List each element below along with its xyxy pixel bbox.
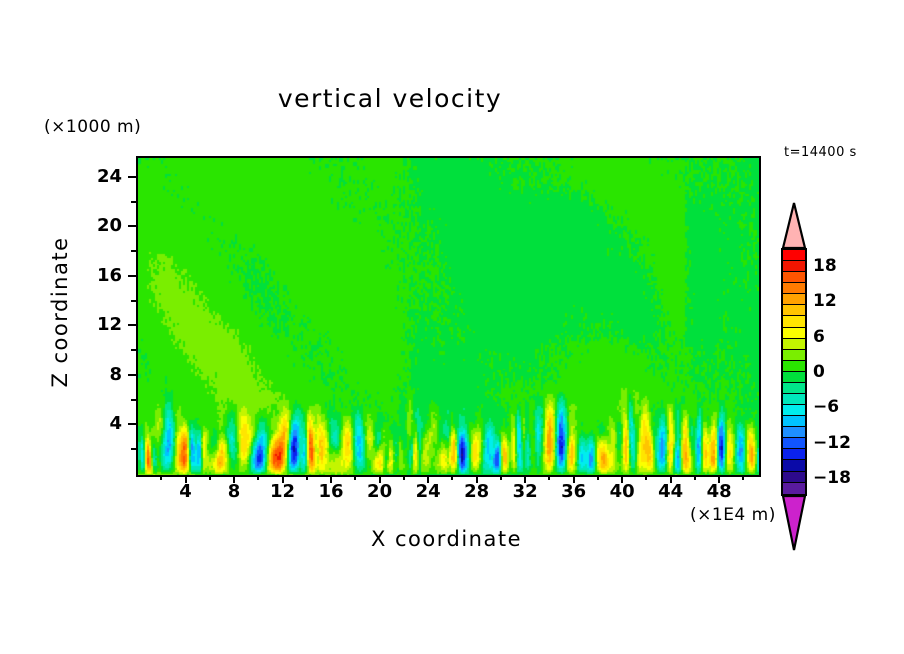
- y-tick-label: 24: [96, 165, 122, 187]
- colorbar-over-arrow: [781, 202, 807, 250]
- colorbar-band: [783, 394, 805, 406]
- y-tick: [128, 373, 136, 376]
- colorbar-band: [783, 272, 805, 284]
- x-tick: [499, 475, 502, 480]
- colorbar-band: [783, 482, 805, 494]
- colorbar-band: [783, 416, 805, 428]
- heatmap-canvas: [138, 158, 759, 475]
- y-tick: [128, 324, 136, 327]
- x-tick: [257, 475, 260, 480]
- y-tick: [128, 423, 136, 426]
- y-tick: [131, 349, 136, 352]
- page-title: vertical velocity: [277, 84, 503, 113]
- colorbar-band: [783, 405, 805, 417]
- colorbar-band: [783, 338, 805, 350]
- colorbar-band: [783, 327, 805, 339]
- x-tick: [233, 475, 236, 483]
- y-units-label: (×1000 m): [44, 117, 142, 137]
- x-tick: [305, 475, 308, 480]
- x-tick-label: 36: [561, 481, 587, 502]
- x-tick-label: 20: [367, 481, 393, 502]
- colorbar-band: [783, 283, 805, 295]
- colorbar-band: [783, 316, 805, 328]
- x-tick-label: 12: [270, 481, 296, 502]
- colorbar-band: [783, 427, 805, 439]
- colorbar-band: [783, 261, 805, 273]
- y-tick: [128, 225, 136, 228]
- y-tick-label: 12: [96, 314, 122, 336]
- x-tick: [160, 475, 163, 480]
- y-tick-label: 4: [109, 413, 122, 435]
- x-tick: [281, 475, 284, 483]
- y-tick: [131, 448, 136, 451]
- y-tick: [128, 274, 136, 277]
- y-tick-label: 8: [109, 363, 122, 385]
- x-tick: [718, 475, 721, 483]
- x-tick-label: 28: [464, 481, 490, 502]
- x-tick-label: 24: [415, 481, 441, 502]
- colorbar-under-arrow: [781, 494, 807, 551]
- x-tick: [742, 475, 745, 480]
- x-axis-title: X coordinate: [370, 527, 523, 551]
- y-tick: [131, 299, 136, 302]
- x-tick: [354, 475, 357, 480]
- y-tick-label: 20: [96, 215, 122, 237]
- x-tick-label: 4: [179, 481, 192, 502]
- x-tick-label: 16: [318, 481, 344, 502]
- x-tick: [208, 475, 211, 480]
- colorbar-band: [783, 449, 805, 461]
- colorbar-band: [783, 471, 805, 483]
- x-tick: [524, 475, 527, 483]
- colorbar-tick-label: 0: [813, 362, 825, 382]
- colorbar-band: [783, 460, 805, 472]
- x-tick: [330, 475, 333, 483]
- x-tick: [548, 475, 551, 480]
- x-tick: [378, 475, 381, 483]
- colorbar-band: [783, 360, 805, 372]
- x-tick: [184, 475, 187, 483]
- y-tick: [131, 250, 136, 253]
- y-tick: [128, 175, 136, 178]
- x-tick: [693, 475, 696, 480]
- y-axis-title: Z coordinate: [48, 236, 72, 388]
- colorbar-band: [783, 349, 805, 361]
- x-tick-label: 40: [609, 481, 635, 502]
- x-tick: [621, 475, 624, 483]
- x-tick-label: 32: [512, 481, 538, 502]
- colorbar-band: [783, 294, 805, 306]
- x-tick: [475, 475, 478, 483]
- x-tick: [669, 475, 672, 483]
- x-tick-label: 44: [658, 481, 684, 502]
- x-tick-label: 48: [706, 481, 732, 502]
- y-tick-label: 16: [96, 264, 122, 286]
- colorbar-tick-label: 12: [813, 291, 837, 312]
- x-tick: [572, 475, 575, 483]
- colorbar-band: [783, 438, 805, 450]
- x-tick: [402, 475, 405, 480]
- x-tick: [645, 475, 648, 480]
- x-tick-label: 8: [227, 481, 241, 502]
- colorbar-tick-label: −12: [813, 432, 851, 453]
- colorbar-tick-label: −18: [813, 468, 851, 489]
- colorbar-band: [783, 382, 805, 395]
- time-annotation: t=14400 s: [784, 145, 857, 160]
- colorbar-band: [783, 305, 805, 317]
- y-tick: [131, 200, 136, 203]
- x-tick: [596, 475, 599, 480]
- colorbar: 18 12 6 0 −6 −12 −18: [781, 202, 851, 551]
- colorbar-band: [783, 250, 805, 262]
- colorbar-bands: [781, 248, 807, 496]
- colorbar-band: [783, 371, 805, 383]
- x-tick: [427, 475, 430, 483]
- colorbar-tick-label: 6: [813, 326, 825, 347]
- x-units-label: (×1E4 m): [690, 505, 776, 525]
- x-tick: [451, 475, 454, 480]
- colorbar-tick-label: 18: [813, 255, 837, 276]
- colorbar-tick-label: −6: [813, 397, 840, 418]
- y-tick: [131, 398, 136, 401]
- plot-area: [136, 156, 761, 477]
